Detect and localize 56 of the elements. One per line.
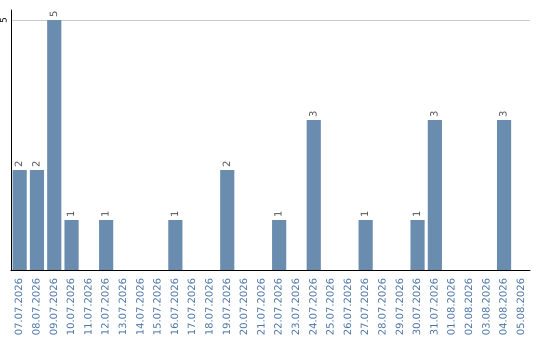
bar	[30, 170, 44, 270]
x-tick-label: 22.07.2026	[274, 278, 285, 336]
x-tick-label: 29.07.2026	[394, 278, 406, 336]
bar	[306, 120, 321, 270]
x-tick-label: 02.08.2026	[464, 278, 475, 336]
bar	[168, 220, 182, 270]
data-label: 1	[170, 210, 181, 217]
x-tick-label: 07.07.2026	[14, 278, 26, 336]
x-tick-label: 10.07.2026	[66, 278, 78, 336]
x-tick-label: 13.07.2026	[118, 278, 129, 336]
x-tick-label: 18.07.2026	[204, 278, 216, 336]
bar	[47, 20, 62, 270]
x-tick-label: 24.07.2026	[308, 278, 320, 336]
x-tick-label: 15.07.2026	[152, 278, 164, 336]
x-tick-label: 17.07.2026	[187, 278, 198, 336]
x-tick-label: 26.07.2026	[342, 278, 354, 336]
x-tick-label: 20.07.2026	[239, 278, 250, 336]
x-tick-label: 31.07.2026	[429, 278, 440, 336]
x-tick-label: 05.08.2026	[516, 278, 527, 336]
bar	[272, 220, 286, 270]
x-tick-label: 09.07.2026	[48, 278, 60, 336]
bar	[358, 220, 373, 270]
x-tick-label: 12.07.2026	[100, 278, 112, 336]
x-tick-label: 21.07.2026	[256, 278, 268, 336]
bar	[220, 170, 234, 270]
bar	[99, 220, 114, 270]
data-label: 5	[48, 10, 60, 17]
data-label: 1	[412, 210, 424, 217]
data-label: 2	[222, 160, 233, 167]
bar	[64, 220, 79, 270]
x-tick-label: 16.07.2026	[170, 278, 181, 336]
bar	[12, 170, 27, 270]
data-label: 2	[14, 160, 26, 167]
data-label: 2	[31, 160, 42, 167]
x-tick-label: 11.07.2026	[83, 278, 94, 336]
x-tick-label: 14.07.2026	[135, 278, 146, 336]
data-label: 1	[360, 210, 372, 217]
data-label: 3	[498, 110, 510, 117]
x-tick-label: 19.07.2026	[222, 278, 233, 336]
x-tick-label: 28.07.2026	[377, 278, 388, 336]
x-tick-label: 25.07.2026	[326, 278, 337, 336]
bar	[428, 120, 442, 270]
x-tick-label: 23.07.2026	[290, 278, 302, 336]
data-label: 3	[429, 110, 440, 117]
data-label: 1	[274, 210, 285, 217]
x-tick-label: 03.08.2026	[481, 278, 492, 336]
x-tick-label: 30.07.2026	[412, 278, 424, 336]
x-tick-label: 27.07.2026	[360, 278, 372, 336]
x-tick-label: 08.07.2026	[31, 278, 42, 336]
data-label: 1	[100, 210, 112, 217]
bar	[410, 220, 425, 270]
data-label: 1	[66, 210, 78, 217]
data-label: 3	[308, 110, 320, 117]
x-tick-label: 01.08.2026	[446, 278, 458, 336]
x-tick-label: 04.08.2026	[498, 278, 510, 336]
bar	[496, 120, 512, 270]
